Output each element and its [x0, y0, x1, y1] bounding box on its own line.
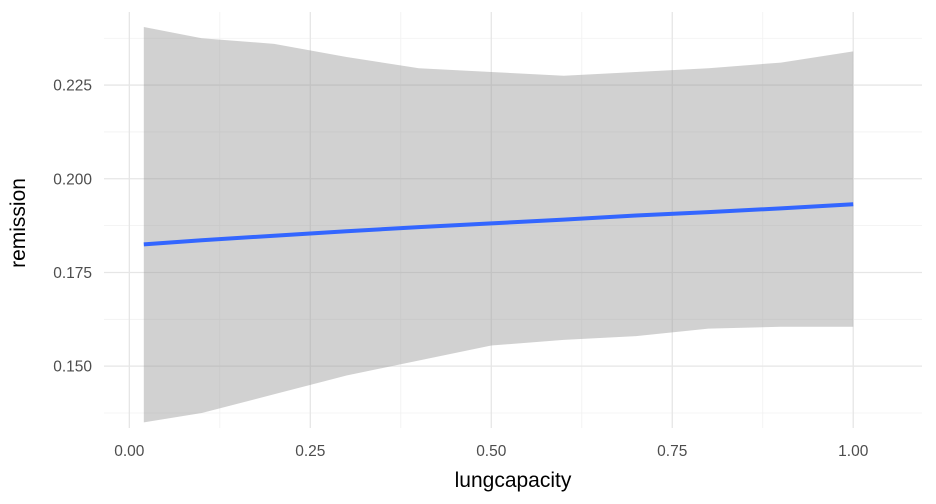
x-tick-label: 0.00 [114, 443, 145, 460]
x-axis-title: lungcapacity [455, 469, 572, 492]
y-axis-ticks: 0.150 0.175 0.200 0.225 [53, 78, 92, 376]
trend-line [143, 202, 854, 247]
x-tick-label: 0.25 [295, 443, 325, 460]
x-tick-label: 1.00 [838, 443, 869, 460]
y-tick-label: 0.200 [53, 171, 92, 188]
x-tick-label: 0.50 [476, 443, 507, 460]
y-axis-title: remission [7, 178, 30, 268]
y-tick-label: 0.225 [53, 78, 92, 95]
x-axis-ticks: 0.00 0.25 0.50 0.75 1.00 [114, 443, 868, 460]
minor-gridlines [104, 12, 922, 428]
x-tick-label: 0.75 [657, 443, 687, 460]
major-gridlines [104, 12, 922, 428]
y-tick-label: 0.150 [53, 359, 92, 376]
trend-line-layer [143, 202, 854, 247]
y-tick-label: 0.175 [53, 265, 92, 282]
